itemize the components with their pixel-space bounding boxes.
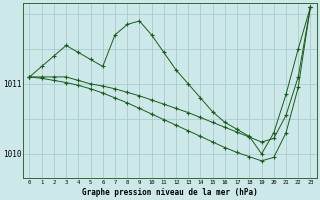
X-axis label: Graphe pression niveau de la mer (hPa): Graphe pression niveau de la mer (hPa) xyxy=(82,188,258,197)
